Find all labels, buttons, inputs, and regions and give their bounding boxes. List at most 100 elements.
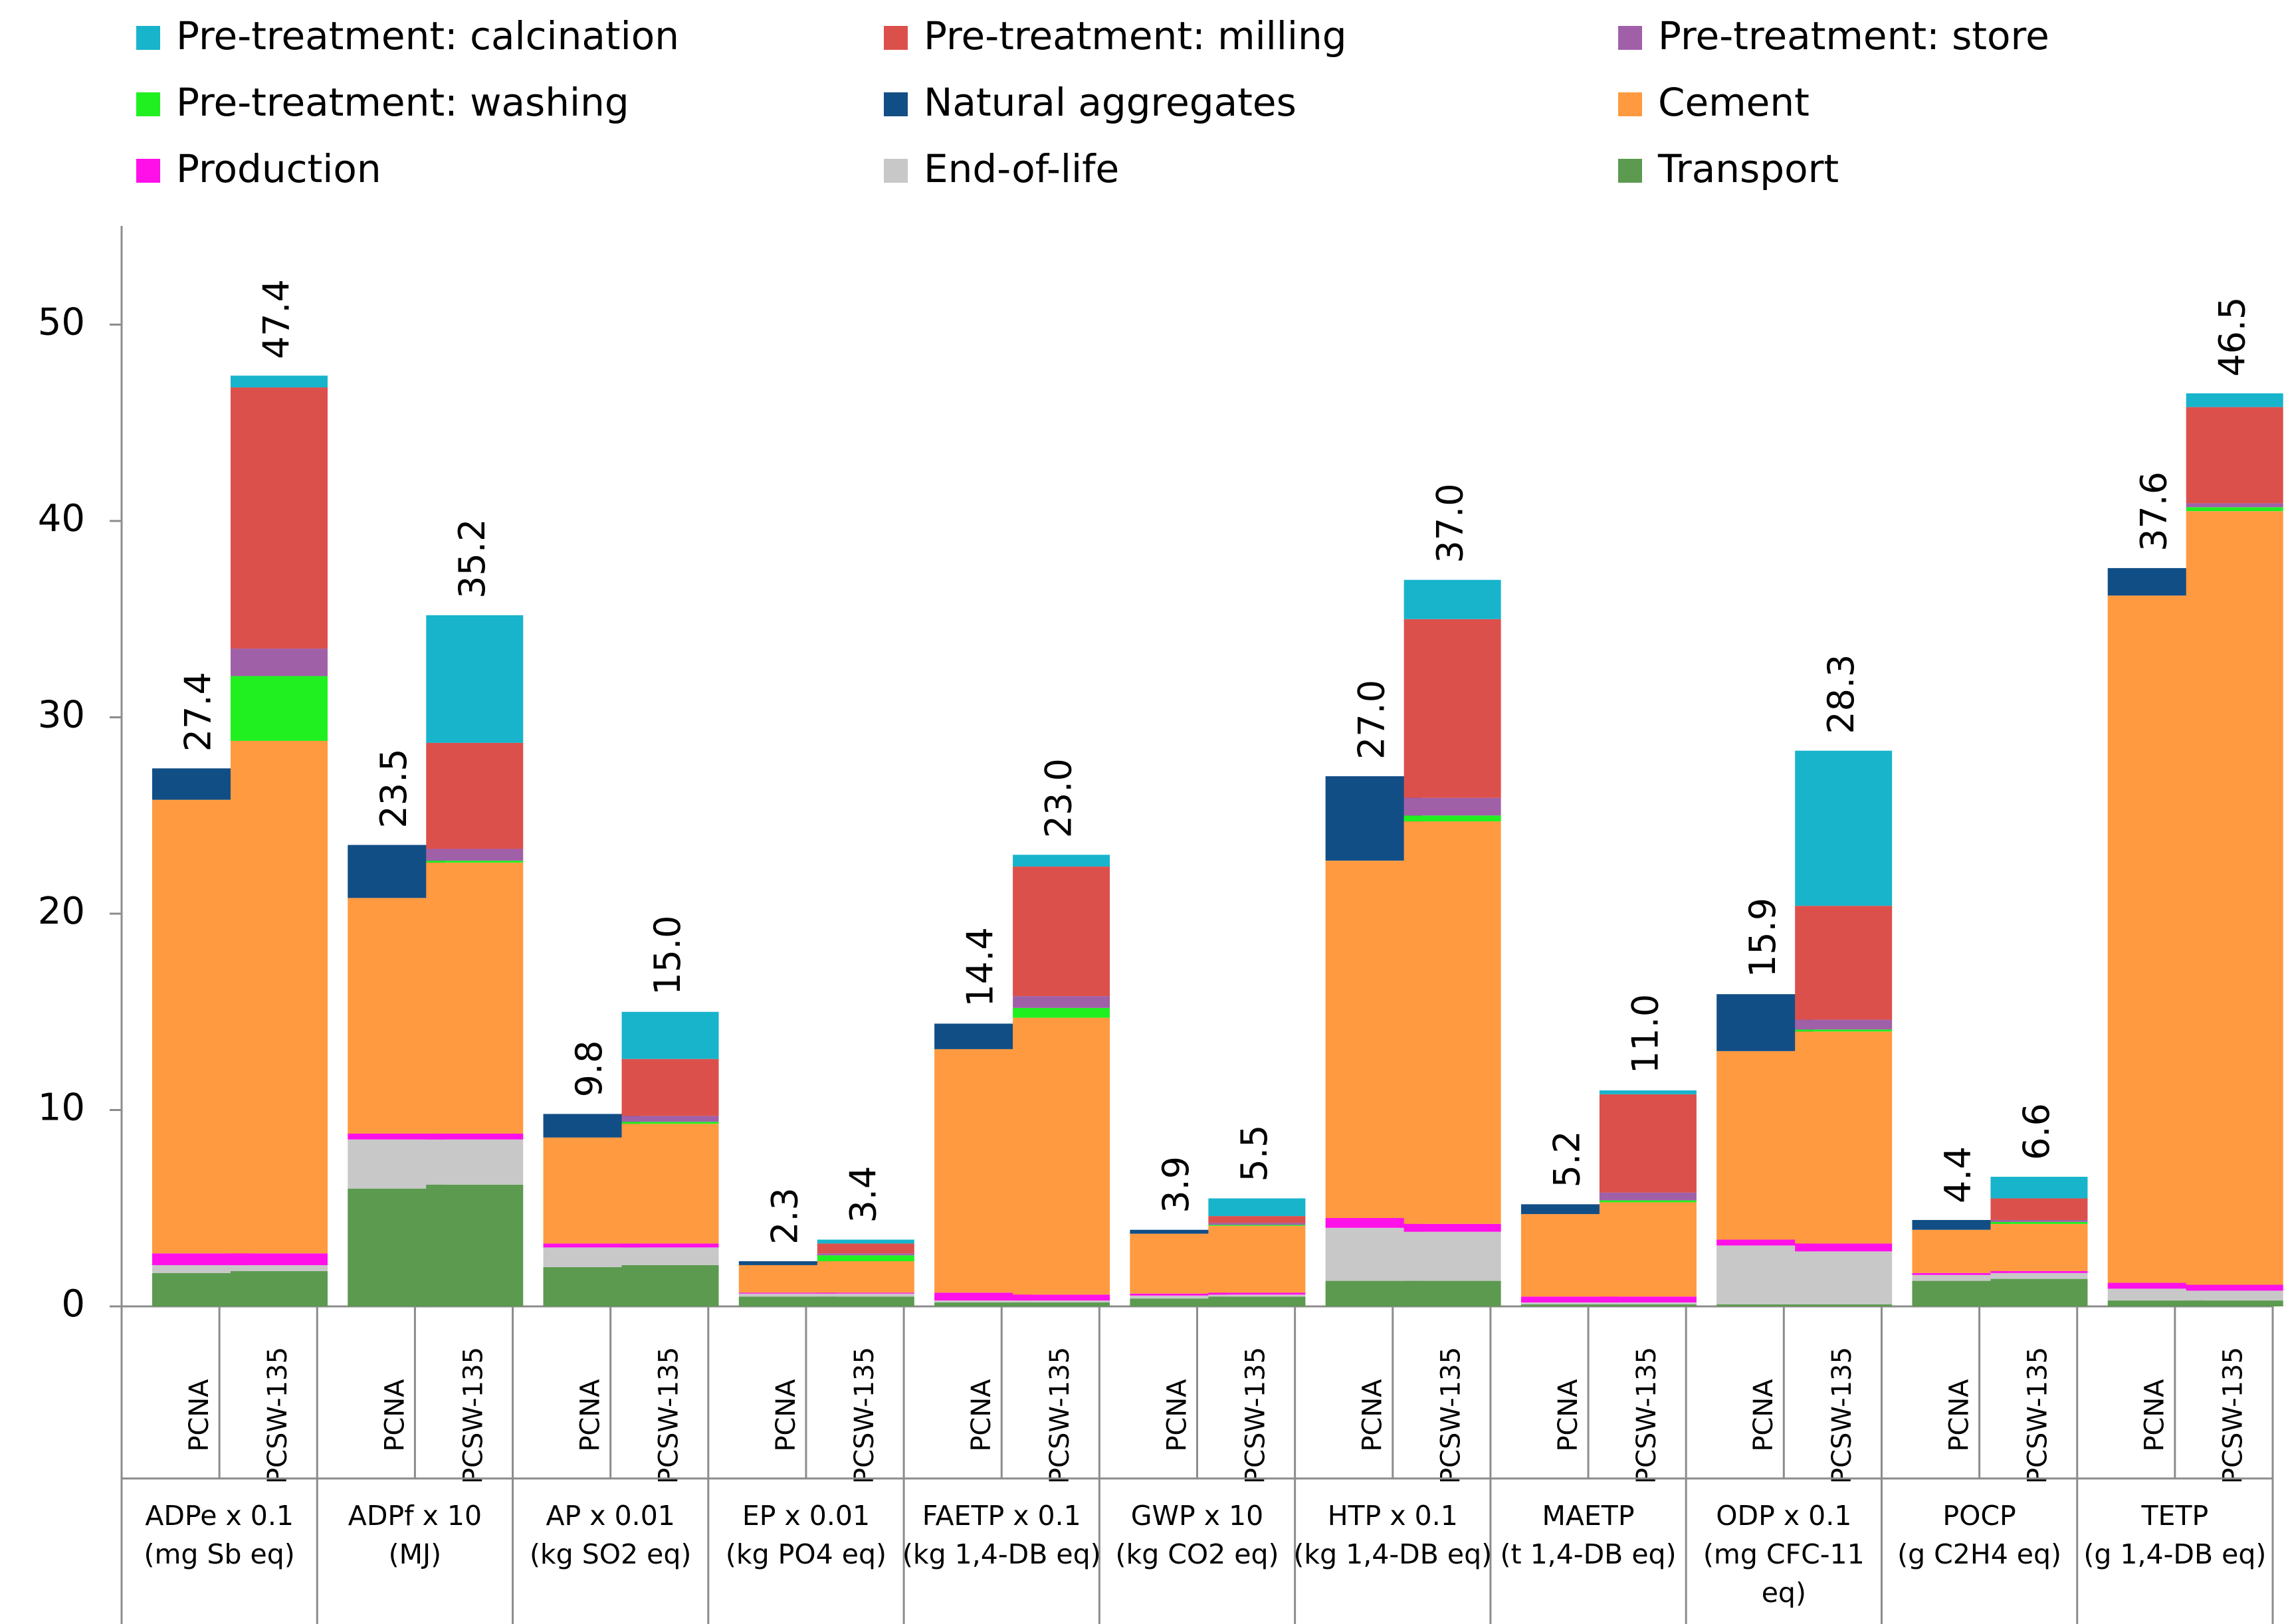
bar-segment-transport [426,1184,524,1306]
bar-segment-cement [1013,1017,1110,1295]
bar-segment-production [1208,1292,1306,1295]
bar-segment-cement [817,1261,914,1293]
bar-segment-end-of-life [1130,1295,1227,1299]
bar-segment-production [348,1133,445,1140]
bar-segment-production [738,1292,836,1294]
category-label-adpe-x-0-1-line2: (mg Sb eq) [144,1538,294,1570]
bar-segment-transport [1990,1278,2088,1306]
bar-segment-production [1013,1294,1110,1301]
bar-segment-natural-aggregates [1912,1219,2010,1230]
bar-segment-natural-aggregates [1520,1204,1618,1215]
category-label-odp-x-0-1-line1: ODP x 0.1 [1716,1500,1851,1532]
bar-segment-pre-treatment-milling [1599,1094,1697,1193]
total-label: 15.0 [647,916,688,995]
legend-label-production: Production [176,146,381,191]
bar-segment-transport [1208,1296,1306,1306]
category-label-ep-x-0-01-line2: (kg PO4 eq) [726,1538,886,1570]
legend-label-pre-treatment-milling: Pre-treatment: milling [924,13,1347,58]
bar-segment-transport [1520,1304,1618,1306]
legend-label-natural-aggregates: Natural aggregates [924,80,1297,125]
bar-segment-end-of-life [738,1293,836,1297]
bar-segment-transport [1599,1304,1697,1306]
condition-label: PCNA [1358,1379,1388,1452]
bar-segment-pre-treatment-store [2186,503,2283,508]
bar-segment-pre-treatment-store [231,649,328,676]
bar-segment-pre-treatment-milling [817,1243,914,1254]
category-label-odp-x-0-1-line2: (mg CFC-11 [1703,1538,1865,1570]
bar-segment-end-of-life [1520,1302,1618,1305]
bar-segment-pre-treatment-store [1208,1223,1306,1225]
bar-segment-pre-treatment-washing [621,1122,719,1124]
x-axis-labels: PCNA PCSW-135 ADPe x 0.1 (mg Sb eq) PCNA PCSW… [120,1306,2274,1624]
bar-segment-production [1795,1243,1893,1252]
bar-segment-pre-treatment-calcination [1990,1176,2088,1199]
total-label: 46.5 [2211,297,2253,377]
bar-segment-transport [2186,1300,2283,1306]
condition-label: PCNA [966,1379,997,1452]
condition-label: PCSW-135 [1631,1347,1662,1484]
total-label: 23.5 [373,748,415,828]
condition-label: PCNA [771,1379,801,1452]
bar-segment-pre-treatment-store [621,1116,719,1122]
category-label-faetp-x-0-1-line1: FAETP x 0.1 [922,1500,1081,1532]
bar-segment-pre-treatment-milling [1795,906,1893,1020]
bar-segment-pre-treatment-washing [231,676,328,741]
bar-segment-end-of-life [1208,1294,1306,1297]
bar-segment-cement [1599,1202,1697,1297]
bar-segment-pre-treatment-washing [426,861,524,863]
bar-segment-pre-treatment-washing [1795,1029,1893,1032]
condition-label: PCSW-135 [849,1347,880,1484]
legend-swatch-pre-treatment-milling [884,26,908,50]
category-label-ap-x-0-01-line1: AP x 0.01 [546,1500,675,1532]
category-label-maetp-line2: (t 1,4-DB eq) [1500,1538,1676,1570]
bar-segment-production [543,1243,641,1248]
bar-segment-pre-treatment-washing [1990,1221,2088,1224]
total-label: 3.4 [842,1166,884,1223]
total-label: 28.3 [1820,655,1862,734]
category-label-gwp-x-10-line2: (kg CO2 eq) [1115,1538,1279,1570]
total-label: 27.4 [177,672,219,752]
y-tick-label: 0 [61,1282,85,1326]
bar-segment-production [621,1243,719,1248]
bar-segment-pre-treatment-calcination [1403,579,1501,619]
bar-segment-end-of-life [426,1139,524,1185]
bar-segment-transport [934,1302,1032,1306]
category-label-adpf-x-10-line1: ADPf x 10 [348,1500,482,1532]
bar-segment-pre-treatment-calcination [1013,855,1110,867]
bar-segment-production [1912,1272,2010,1275]
bar-segment-transport [1403,1280,1501,1306]
bar-segment-production [817,1292,914,1294]
legend-swatch-pre-treatment-washing [136,92,160,116]
y-tick-label: 40 [38,497,85,540]
condition-label: PCSW-135 [2218,1347,2249,1484]
bar-segment-pre-treatment-washing [1013,1007,1110,1018]
bar-segment-pre-treatment-milling [231,387,328,649]
bar-segment-transport [1130,1298,1227,1306]
legend-swatch-pre-treatment-store [1618,26,1642,50]
condition-label: PCSW-135 [1827,1347,1857,1484]
bar-segment-pre-treatment-store [1795,1019,1893,1030]
bar-segment-pre-treatment-washing [2186,507,2283,512]
bar-segment-pre-treatment-milling [2186,407,2283,504]
category-label-tetp-line2: (g 1,4-DB eq) [2083,1538,2266,1570]
bar-segment-pre-treatment-calcination [621,1011,719,1059]
bar-segment-production [1716,1239,1814,1246]
bar-segment-production [1403,1223,1501,1232]
bar-segment-pre-treatment-store [1599,1192,1697,1201]
bar-segment-transport [738,1296,836,1306]
bar-segment-end-of-life [231,1265,328,1271]
bar-segment-end-of-life [1795,1251,1893,1305]
bar-segment-pre-treatment-milling [1990,1198,2088,1220]
category-label-htp-x-0-1-line2: (kg 1,4-DB eq) [1293,1538,1492,1570]
bar-segment-production [231,1253,328,1265]
bar-segment-pre-treatment-milling [621,1059,719,1116]
legend-swatch-production [136,159,160,183]
condition-label: PCNA [184,1379,215,1452]
bar-segment-natural-aggregates [1130,1229,1227,1234]
y-tick-label: 50 [38,301,85,344]
total-label: 11.0 [1625,994,1667,1074]
category-label-odp-x-0-1-line3: eq) [1762,1577,1806,1609]
bar-segment-cement [426,863,524,1134]
total-label: 35.2 [451,519,493,599]
total-label: 27.0 [1350,680,1392,760]
